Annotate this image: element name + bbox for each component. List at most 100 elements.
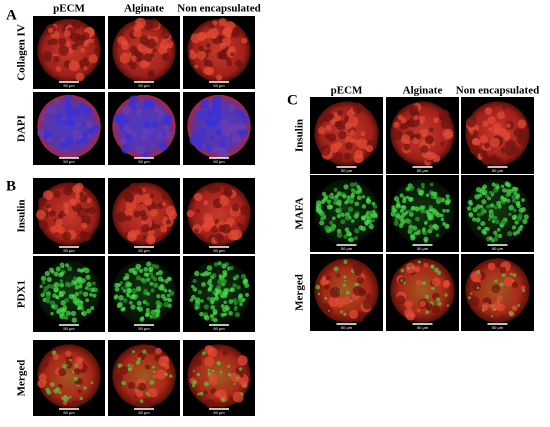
cell: [146, 292, 151, 296]
cell: [162, 202, 167, 207]
cell: [117, 36, 126, 45]
cell: [399, 193, 404, 198]
cell: [503, 276, 514, 287]
cell: [197, 137, 205, 144]
cell: [222, 37, 231, 46]
cell: [236, 285, 241, 290]
cell: [402, 196, 407, 201]
cell: [315, 284, 321, 290]
cell: [152, 314, 158, 320]
cell: [481, 199, 487, 205]
cell: [66, 310, 71, 316]
cell: [517, 129, 528, 139]
cell: [145, 198, 153, 206]
cell: [141, 397, 152, 408]
cell: [349, 129, 356, 136]
cell: [344, 227, 350, 232]
cell: [157, 202, 164, 209]
cell: [393, 121, 400, 128]
cell: [237, 355, 248, 366]
cell: [482, 184, 488, 189]
cell: [417, 190, 423, 196]
cell: [77, 389, 82, 394]
cell: [334, 141, 343, 149]
cell: [156, 304, 161, 310]
cell: [466, 206, 472, 211]
cell: [65, 136, 74, 146]
scale-bar-label: 50 μm: [417, 168, 429, 173]
cell: [469, 144, 480, 155]
cell: [474, 194, 480, 200]
cell: [218, 274, 222, 278]
cell: [156, 130, 164, 138]
cell: [92, 293, 97, 298]
cell: [217, 279, 223, 285]
cell: [152, 374, 157, 379]
cell: [186, 210, 195, 218]
cell: [150, 288, 155, 293]
cell: [492, 215, 497, 221]
cell: [210, 305, 215, 310]
cell: [191, 384, 196, 388]
cell: [523, 214, 529, 220]
cell: [326, 204, 333, 210]
cell: [135, 145, 145, 155]
scale-bar-label: 50 μm: [63, 159, 75, 164]
cell: [487, 116, 496, 125]
cell: [484, 194, 489, 198]
cell: [439, 213, 444, 218]
cell: [141, 150, 151, 160]
cell: [208, 278, 212, 283]
cell: [85, 120, 93, 128]
micrograph: 50 μm: [310, 254, 383, 331]
scale-bar-label: 50 μm: [63, 410, 75, 415]
cell: [223, 300, 227, 304]
cell: [490, 303, 498, 311]
cell: [346, 231, 352, 236]
cell: [496, 111, 506, 120]
cell: [400, 219, 406, 225]
cell: [61, 308, 66, 313]
cell: [486, 204, 491, 209]
cell: [67, 266, 73, 272]
column-header: Alginate: [403, 85, 443, 97]
cell: [328, 194, 333, 199]
cell: [393, 196, 400, 202]
cell: [149, 281, 154, 286]
cell: [494, 279, 498, 283]
cell: [498, 205, 502, 209]
cell: [135, 360, 141, 365]
cell: [147, 35, 152, 40]
cell: [325, 124, 332, 132]
row-label: Insulin: [16, 199, 28, 232]
cell: [129, 61, 137, 70]
cell: [425, 135, 434, 145]
cell: [423, 238, 428, 243]
cell: [431, 305, 441, 314]
cell: [122, 105, 132, 115]
cell: [231, 229, 243, 241]
cell: [79, 396, 83, 401]
cell: [73, 368, 81, 375]
cell: [330, 119, 336, 126]
cell: [86, 308, 92, 314]
cell: [361, 215, 367, 221]
cell: [333, 266, 339, 272]
cell: [152, 365, 156, 369]
cell: [142, 235, 148, 241]
cell: [511, 194, 517, 200]
cell: [320, 215, 325, 220]
cell: [491, 315, 494, 318]
cell: [480, 153, 485, 158]
cell: [141, 214, 149, 222]
cell: [508, 205, 514, 211]
cell: [152, 48, 157, 53]
cell: [225, 307, 230, 311]
cell: [487, 262, 496, 271]
cell: [356, 276, 365, 284]
cell: [146, 261, 152, 267]
cell: [141, 278, 148, 284]
cell: [231, 204, 240, 212]
cell: [492, 219, 496, 224]
cell: [320, 144, 331, 156]
